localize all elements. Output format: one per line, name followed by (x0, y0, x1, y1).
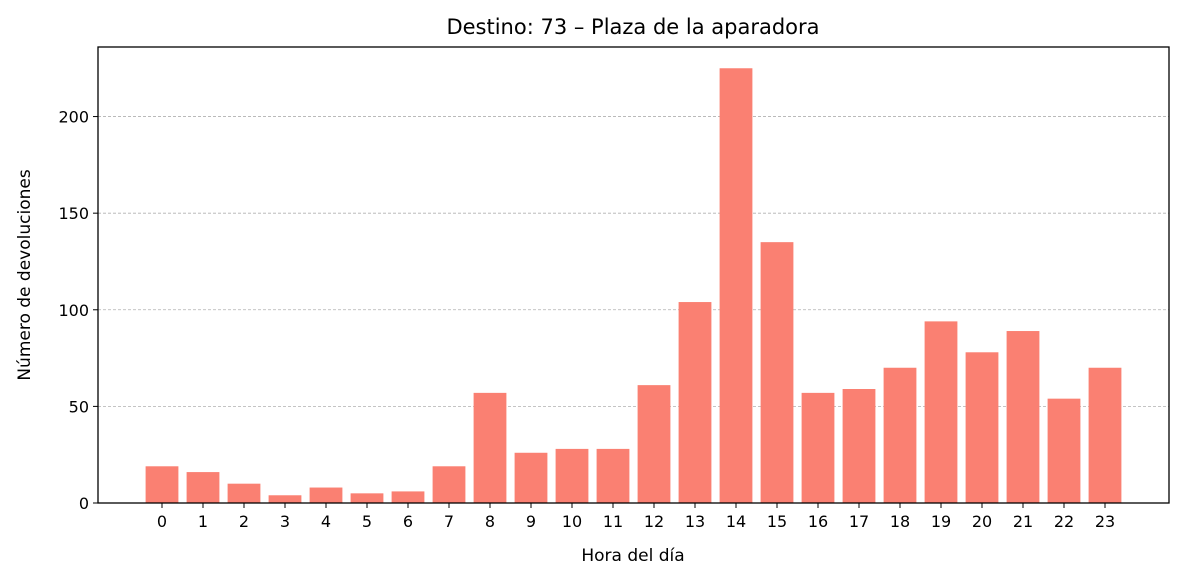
x-tick-label: 4 (321, 512, 331, 531)
bars (145, 68, 1122, 504)
y-tick-label: 150 (58, 204, 89, 223)
bar-hour-12 (637, 385, 671, 503)
x-tick-label: 17 (849, 512, 869, 531)
x-tick-label: 9 (526, 512, 536, 531)
bar-hour-10 (555, 448, 589, 503)
x-tick-label: 10 (562, 512, 582, 531)
y-tick-label: 100 (58, 301, 89, 320)
y-tick-label: 50 (69, 397, 89, 416)
bar-hour-11 (596, 448, 630, 503)
y-axis-label: Número de devoluciones (15, 169, 35, 380)
x-tick-label: 0 (157, 512, 167, 531)
chart-title: Destino: 73 – Plaza de la aparadora (446, 15, 819, 39)
bar-hour-14 (719, 68, 753, 503)
x-tick-label: 13 (685, 512, 705, 531)
x-axis-ticks: 0 1 2 3 4 5 6 7 8 9 10 11 12 13 14 15 16 17 18 19 20 21 22 23 (157, 503, 1115, 531)
bar-hour-9 (514, 452, 548, 503)
x-tick-label: 1 (198, 512, 208, 531)
y-axis-ticks: 0 50 100 150 200 (58, 108, 98, 513)
bar-hour-16 (801, 392, 835, 503)
y-tick-label: 200 (58, 108, 89, 127)
x-tick-label: 14 (726, 512, 746, 531)
bar-hour-19 (924, 321, 958, 503)
x-tick-label: 6 (403, 512, 413, 531)
x-tick-label: 5 (362, 512, 372, 531)
bar-hour-22 (1047, 398, 1081, 503)
x-tick-label: 21 (1013, 512, 1033, 531)
x-tick-label: 15 (767, 512, 787, 531)
x-tick-label: 23 (1095, 512, 1115, 531)
plot-frame (97, 46, 1170, 504)
bar-hour-17 (842, 389, 876, 503)
y-tick-label: 0 (79, 494, 89, 513)
x-tick-label: 18 (890, 512, 910, 531)
x-tick-label: 22 (1054, 512, 1074, 531)
bar-hour-21 (1006, 331, 1040, 503)
bar-hour-3 (268, 495, 302, 503)
x-tick-label: 19 (931, 512, 951, 531)
x-tick-label: 7 (444, 512, 454, 531)
bar-hour-7 (432, 466, 466, 503)
x-tick-label: 8 (485, 512, 495, 531)
x-tick-label: 3 (280, 512, 290, 531)
x-tick-label: 11 (603, 512, 623, 531)
bar-hour-15 (760, 242, 794, 504)
x-tick-label: 12 (644, 512, 664, 531)
bar-hour-18 (883, 367, 917, 503)
bar-hour-5 (350, 493, 384, 503)
bar-hour-20 (965, 352, 999, 503)
x-tick-label: 16 (808, 512, 828, 531)
bar-hour-13 (678, 302, 712, 503)
bar-hour-0 (145, 466, 179, 503)
x-axis-label: Hora del día (581, 546, 684, 566)
bar-hour-1 (186, 472, 220, 503)
bar-hour-4 (309, 487, 343, 503)
bar-hour-23 (1088, 367, 1122, 503)
bar-hour-2 (227, 483, 261, 503)
bar-hour-6 (391, 491, 425, 503)
x-tick-label: 20 (972, 512, 992, 531)
bar-hour-8 (473, 392, 507, 503)
x-tick-label: 2 (239, 512, 249, 531)
